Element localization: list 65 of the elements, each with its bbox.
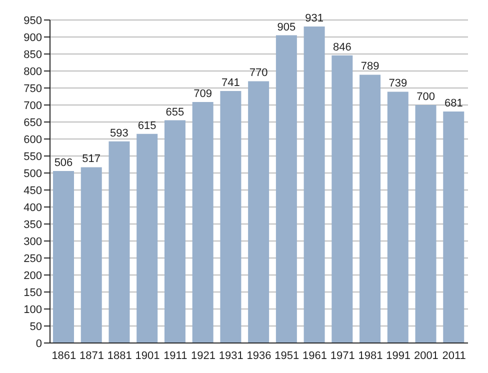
y-tick-label: 650 bbox=[24, 116, 42, 129]
x-tick-label: 2001 bbox=[414, 350, 438, 362]
data-label: 739 bbox=[388, 78, 408, 90]
bar bbox=[53, 170, 74, 343]
y-tick-label: 50 bbox=[30, 320, 42, 333]
x-tick-label: 1971 bbox=[330, 350, 355, 362]
x-tick-label: 1881 bbox=[107, 350, 132, 362]
bar bbox=[360, 74, 381, 343]
y-tick-label: 600 bbox=[24, 134, 42, 146]
x-tick-label: 1991 bbox=[386, 350, 411, 362]
y-tick-label: 200 bbox=[24, 270, 42, 282]
y-tick-label: 850 bbox=[24, 48, 42, 61]
bar bbox=[220, 91, 242, 343]
bar bbox=[164, 120, 186, 343]
data-label: 681 bbox=[444, 97, 463, 110]
y-tick-label: 100 bbox=[24, 304, 42, 316]
x-tick-label: 1981 bbox=[358, 350, 383, 362]
x-tick-label: 1961 bbox=[302, 350, 327, 362]
x-tick-label: 1871 bbox=[80, 350, 104, 362]
data-label: 615 bbox=[138, 120, 156, 132]
data-label: 846 bbox=[332, 41, 352, 54]
data-label: 517 bbox=[82, 153, 101, 166]
y-tick-label: 400 bbox=[24, 202, 42, 214]
data-label: 593 bbox=[110, 127, 128, 140]
bar bbox=[108, 141, 130, 343]
data-label: 741 bbox=[222, 77, 240, 90]
data-label: 655 bbox=[166, 106, 184, 118]
x-tick-label: 1931 bbox=[218, 350, 244, 362]
bar bbox=[136, 134, 158, 343]
y-tick-label: 950 bbox=[24, 14, 42, 27]
y-tick-label: 750 bbox=[24, 82, 42, 95]
bar bbox=[332, 55, 353, 343]
data-label: 770 bbox=[249, 67, 268, 80]
x-tick-label: 1936 bbox=[246, 350, 272, 362]
data-label: 931 bbox=[305, 12, 324, 24]
bar bbox=[443, 111, 464, 343]
bar bbox=[387, 92, 408, 343]
y-tick-label: 800 bbox=[24, 66, 42, 78]
bar bbox=[248, 81, 270, 343]
x-tick-label: 1921 bbox=[191, 350, 216, 362]
y-tick-label: 0 bbox=[36, 338, 42, 350]
bar bbox=[415, 105, 436, 343]
y-tick-label: 150 bbox=[24, 286, 42, 299]
x-tick-label: 1901 bbox=[135, 350, 160, 362]
data-label: 709 bbox=[194, 88, 212, 100]
bar bbox=[192, 102, 214, 343]
y-tick-label: 350 bbox=[24, 218, 42, 231]
y-tick-label: 900 bbox=[24, 32, 42, 44]
y-tick-label: 450 bbox=[24, 184, 42, 197]
y-tick-label: 300 bbox=[24, 236, 42, 248]
x-tick-label: 1951 bbox=[274, 350, 300, 362]
x-tick-label: 1861 bbox=[52, 350, 76, 362]
bar bbox=[80, 167, 102, 343]
data-label: 700 bbox=[416, 91, 435, 103]
y-tick-label: 250 bbox=[24, 252, 42, 265]
data-label: 506 bbox=[54, 156, 73, 169]
bar bbox=[304, 26, 325, 343]
x-tick-label: 2011 bbox=[442, 350, 466, 362]
x-tick-label: 1911 bbox=[164, 350, 188, 362]
data-label: 789 bbox=[360, 60, 380, 73]
bar bbox=[276, 35, 297, 343]
y-tick-label: 550 bbox=[24, 150, 42, 163]
y-tick-label: 700 bbox=[24, 100, 42, 112]
y-tick-label: 500 bbox=[24, 168, 42, 180]
data-label: 905 bbox=[277, 21, 296, 34]
